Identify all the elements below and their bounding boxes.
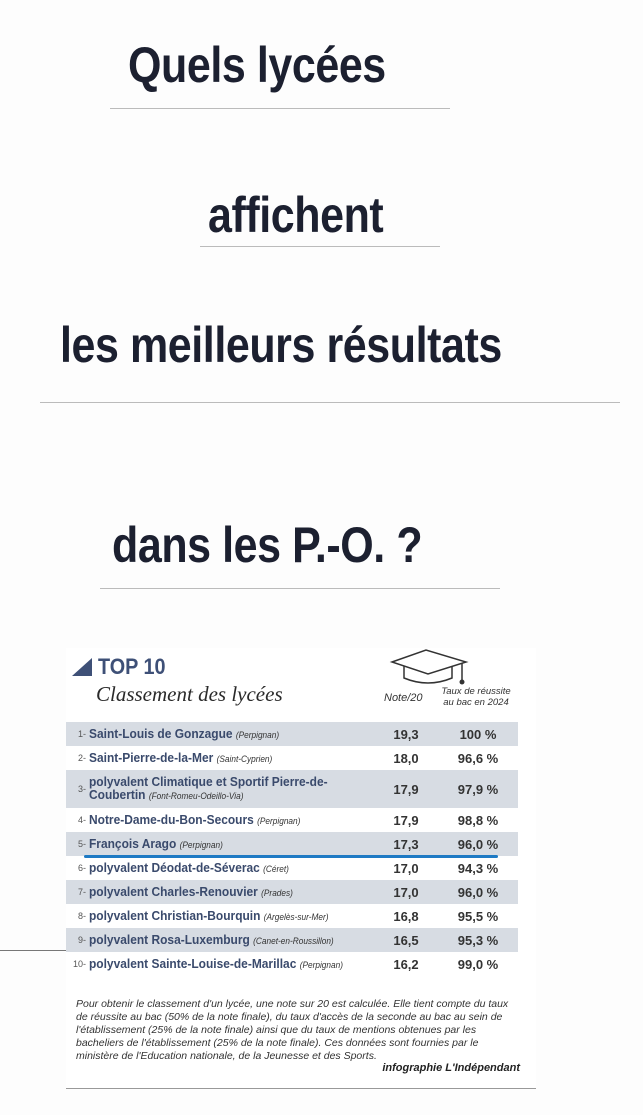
rank: 2-	[77, 753, 86, 763]
school-name: François Arago (Perpignan)	[89, 837, 356, 852]
city: (Font-Romeu-Odeillo-Via)	[148, 791, 244, 801]
rank: 8-	[77, 911, 86, 921]
success-rate: 99,0 %	[457, 956, 499, 972]
rule	[40, 402, 620, 403]
city: (Argelès-sur-Mer)	[263, 911, 329, 922]
success-rate: 94,3 %	[457, 860, 499, 876]
rank: 5-	[77, 839, 86, 849]
rank: 7-	[77, 887, 86, 897]
city: (Perpignan)	[235, 729, 280, 740]
rank: 9-	[77, 935, 86, 945]
rank: 3-	[77, 784, 86, 794]
school: Saint-Pierre-de-la-Mer	[89, 749, 214, 765]
table-row: 9- polyvalent Rosa-Luxemburg (Canet-en-Ro…	[66, 928, 518, 952]
note: 18,0	[393, 750, 419, 766]
success-rate: 98,8 %	[457, 812, 499, 828]
city: (Perpignan)	[299, 959, 343, 970]
success-rate: 97,9 %	[457, 781, 499, 797]
city: (Céret)	[263, 863, 289, 874]
city: (Saint-Cyprien)	[216, 753, 273, 764]
headline-line: affichent	[208, 187, 384, 243]
note: 16,2	[393, 956, 419, 972]
school-name: polyvalent Rosa-Luxemburg (Canet-en-Rous…	[89, 933, 356, 948]
note: 19,3	[393, 726, 419, 742]
rank: 10-	[72, 959, 86, 969]
footnote: Pour obtenir le classement d'un lycée, u…	[76, 998, 509, 1062]
rank: 1-	[77, 729, 86, 739]
school-name: polyvalent Sainte-Louise-de-Marillac (Pe…	[89, 957, 356, 972]
graduation-cap-icon	[389, 649, 469, 685]
rank: 4-	[77, 815, 86, 825]
rule	[100, 588, 500, 589]
city: (Prades)	[261, 887, 293, 898]
table-row: 10- polyvalent Sainte-Louise-de-Marillac …	[66, 952, 518, 976]
table-row: 2- Saint-Pierre-de-la-Mer (Saint-Cyprien)…	[66, 746, 518, 770]
school-name: polyvalent Christian-Bourquin (Argelès-s…	[89, 909, 356, 924]
school-name: Saint-Pierre-de-la-Mer (Saint-Cyprien)	[89, 751, 356, 766]
note: 17,3	[393, 836, 419, 852]
success-rate: 95,5 %	[457, 908, 499, 924]
table-row: 8- polyvalent Christian-Bourquin (Argelès…	[66, 904, 518, 928]
table-row: 4- Notre-Dame-du-Bon-Secours (Perpignan) 1…	[66, 808, 518, 832]
success-rate: 96,6 %	[457, 750, 499, 766]
school-name: polyvalent Charles-Renouvier (Prades)	[89, 885, 356, 900]
note: 16,5	[393, 932, 419, 948]
headline-line: les meilleurs résultats	[60, 317, 502, 373]
success-rate: 100 %	[459, 726, 497, 742]
success-rate: 96,0 %	[457, 836, 499, 852]
credit: infographie L'Indépendant	[382, 1062, 520, 1074]
label: TOP 10	[98, 654, 166, 679]
table-row: 6- polyvalent Déodat-de-Séverac (Céret) 17…	[66, 856, 518, 880]
table-row: 1- Saint-Louis de Gonzague (Perpignan) 19,…	[66, 722, 518, 746]
rule	[110, 108, 450, 109]
school-name: polyvalent Climatique et Sportif Pierre-…	[89, 775, 356, 803]
school: polyvalent Rosa-Luxemburg	[89, 931, 250, 947]
table-row: 5- François Arago (Perpignan) 17,3 96,0 %	[66, 832, 518, 856]
rule	[200, 246, 440, 247]
infographic: TOP 10 Classement des lycées Note/20 Tau…	[66, 648, 536, 1089]
headline-line: dans les P.-O. ?	[112, 517, 423, 573]
school: François Arago	[89, 835, 177, 851]
note: 17,9	[393, 781, 419, 797]
school: Notre-Dame-du-Bon-Secours	[89, 811, 254, 827]
note: 16,8	[393, 908, 419, 924]
highlight-underline	[84, 855, 498, 858]
city: (Canet-en-Roussillon)	[253, 935, 334, 946]
success-rate: 95,3 %	[457, 932, 499, 948]
title: Classement des lycées	[96, 682, 283, 706]
school: polyvalent Déodat-de-Séverac	[89, 859, 260, 875]
ranking-table: 1- Saint-Louis de Gonzague (Perpignan) 19,…	[66, 722, 518, 976]
rank: 6-	[77, 863, 86, 873]
note: 17,9	[393, 812, 419, 828]
school-name: Notre-Dame-du-Bon-Secours (Perpignan)	[89, 813, 356, 828]
school: polyvalent Charles-Renouvier	[89, 883, 258, 899]
city: (Perpignan)	[179, 839, 223, 850]
headline-line: Quels lycées	[128, 37, 386, 93]
school: Saint-Louis de Gonzague	[89, 725, 233, 741]
column-header: Taux de réussite au bac en 2024	[441, 686, 511, 708]
city: (Perpignan)	[257, 815, 301, 826]
column-header: Note/20	[384, 692, 423, 704]
school: polyvalent Sainte-Louise-de-Marillac	[89, 955, 297, 971]
triangle-icon	[72, 658, 92, 676]
note: 17,0	[393, 884, 419, 900]
note: 17,0	[393, 860, 419, 876]
school-name: polyvalent Déodat-de-Séverac (Céret)	[89, 861, 356, 876]
school: polyvalent Climatique et Sportif Pierre-…	[89, 774, 328, 802]
school: polyvalent Christian-Bourquin	[89, 907, 261, 923]
success-rate: 96,0 %	[457, 884, 499, 900]
table-row: 7- polyvalent Charles-Renouvier (Prades) 1…	[66, 880, 518, 904]
table-row: 3- polyvalent Climatique et Sportif Pierr…	[66, 770, 518, 808]
school-name: Saint-Louis de Gonzague (Perpignan)	[89, 727, 356, 742]
rule	[0, 950, 66, 951]
